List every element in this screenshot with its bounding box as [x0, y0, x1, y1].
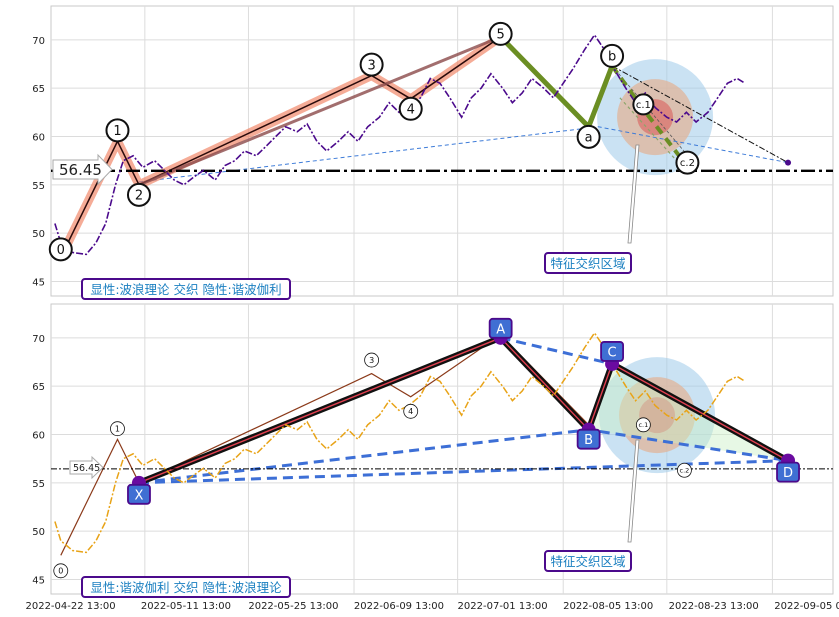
x-tick-label: 2022-09-05 09:00: [774, 601, 839, 612]
wave-marker-text: b: [608, 50, 616, 65]
impulse-channel: [138, 35, 502, 187]
y-tick-label: 50: [32, 527, 45, 538]
harmonic-leg-core: [138, 337, 501, 484]
top-annotation-box: 显性:波浪理论 交织 隐性:谐波伽利: [81, 278, 291, 300]
x-axis: 2022-04-22 13:00 2022-05-11 13:00 2022-05-…: [25, 601, 839, 612]
wave-marker-text: 3: [367, 58, 375, 73]
y-tick-label: 45: [32, 278, 45, 289]
top-wave-markers: 0 1 2 3 4 5 a b c.1 c.2: [48, 21, 700, 262]
harmonic-label-box: [576, 428, 601, 450]
wave-marker: [488, 21, 513, 46]
wave-marker-small-text: 0: [58, 567, 63, 576]
x-tick-label: 2022-05-25 13:00: [248, 601, 338, 612]
wave-marker-text: c.1: [636, 100, 651, 111]
wave-marker: [48, 237, 73, 262]
y-tick-label: 60: [32, 133, 45, 144]
bottom-price-series: [54, 331, 746, 554]
price-line: [54, 33, 746, 256]
wave-marker: [675, 150, 700, 175]
top-panel-frame: [50, 5, 834, 297]
wave-marker-text: 2: [135, 189, 143, 204]
x-tick-label: 2022-04-22 13:00: [25, 601, 115, 612]
y-tick-label: 60: [32, 431, 45, 442]
harmonic-label-text: X: [135, 488, 144, 503]
wave-marker: [600, 43, 625, 68]
wave-marker-text: a: [585, 131, 593, 146]
wave-marker-text: 5: [497, 28, 505, 43]
y-tick-label: 70: [32, 36, 45, 47]
top-price-series: [54, 33, 792, 256]
wave-marker: [576, 124, 601, 149]
harmonic-label-box: [127, 483, 151, 505]
end-point: [785, 159, 792, 166]
harmonic-leg-core: [500, 337, 590, 431]
wave-marker-small: [364, 352, 380, 368]
wave-marker-small: [110, 421, 125, 437]
bottom-level-arrow: 56.45: [69, 455, 104, 480]
bottom-zone-label: 特征交织区域: [550, 554, 625, 569]
bottom-zone-callout: 特征交织区域: [544, 439, 640, 572]
impulse-line: [60, 36, 502, 258]
bottom-level-label: 56.45: [73, 463, 100, 474]
x-tick-label: 2022-07-01 13:00: [458, 601, 548, 612]
harmonic-leg-core: [587, 363, 613, 430]
harmonic-leg-core: [611, 363, 789, 462]
wave-marker-small: [53, 563, 69, 579]
top-y-axis: 45 50 55 60 65 70: [32, 36, 45, 289]
wave-marker-text: c.2: [680, 158, 695, 169]
wave-marker: [359, 52, 384, 77]
harmonic-label-text: A: [496, 322, 505, 337]
harmonic-label-box: [488, 317, 513, 339]
wave-marker-small: [635, 417, 651, 433]
wave-overlay: [60, 334, 613, 556]
bottom-annotation-box: 显性:谐波伽利 交织 隐性:波浪理论: [81, 576, 291, 598]
wave-marker-small-text: 4: [408, 407, 413, 416]
y-tick-label: 45: [32, 576, 45, 587]
harmonic-label-box: [600, 341, 624, 362]
harmonic-label-box: [776, 461, 800, 483]
top-level-label: 56.45: [59, 161, 102, 179]
wave-marker-text: 1: [113, 124, 121, 139]
bottom-annotation-text: 显性:谐波伽利 交织 隐性:波浪理论: [90, 580, 282, 595]
bottom-y-axis: 45 50 55 60 65 70: [32, 334, 45, 587]
wave-marker: [632, 93, 655, 116]
y-tick-label: 65: [32, 84, 45, 95]
corrective-guide: [619, 97, 678, 162]
wave-marker-small-text: 1: [115, 425, 120, 434]
bottom-harmonic-markers: 0 1 3 4 c.1 c.2 X A B C D: [53, 317, 800, 579]
y-tick-label: 55: [32, 479, 45, 490]
harmonic-dash: [138, 459, 789, 485]
x-tick-label: 2022-06-09 13:00: [354, 601, 444, 612]
wave-marker-text: 0: [57, 243, 65, 258]
top-zone-callout: 特征交织区域: [544, 144, 640, 274]
wave-marker-small: [403, 403, 419, 419]
y-tick-label: 65: [32, 382, 45, 393]
harmonic-label-text: C: [608, 345, 617, 360]
fan-line: [138, 126, 789, 183]
wave-marker: [126, 182, 151, 207]
x-tick-label: 2022-08-23 13:00: [669, 601, 759, 612]
harmonic-label-text: B: [584, 433, 593, 448]
harmonic-dash: [500, 336, 613, 366]
wave-marker-small-text: c.2: [680, 467, 690, 475]
wave-marker: [105, 118, 130, 143]
wave-marker: [398, 96, 423, 121]
top-level-arrow: 56.45: [52, 153, 113, 186]
x-tick-label: 2022-08-05 13:00: [563, 601, 653, 612]
y-tick-label: 55: [32, 181, 45, 192]
bottom-pattern-lines: [51, 334, 833, 556]
fan-line: [611, 65, 789, 164]
wave-marker-text: 4: [407, 102, 415, 117]
wave-marker-small-text: 3: [369, 356, 374, 365]
harmonic-label-text: D: [783, 466, 793, 481]
x-tick-label: 2022-05-11 13:00: [141, 601, 231, 612]
top-annotation-text: 显性:波浪理论 交织 隐性:谐波伽利: [90, 282, 281, 297]
price-line: [54, 331, 746, 554]
y-tick-label: 70: [32, 334, 45, 345]
y-tick-label: 50: [32, 229, 45, 240]
top-zone-label: 特征交织区域: [550, 256, 625, 271]
wave-marker-small-text: c.1: [638, 421, 648, 429]
wave-marker-small: [677, 462, 692, 478]
